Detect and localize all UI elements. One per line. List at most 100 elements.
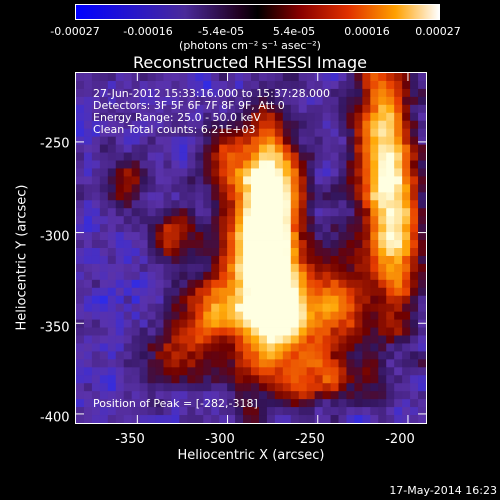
heatmap-cell xyxy=(282,255,292,265)
heatmap-cell xyxy=(362,232,371,241)
heatmap-cell xyxy=(298,152,308,161)
heatmap-cell xyxy=(346,407,355,416)
heatmap-cell xyxy=(330,80,339,90)
heatmap-cell xyxy=(219,375,228,384)
heatmap-cell xyxy=(195,240,204,249)
heatmap-cell xyxy=(298,160,308,169)
heatmap-cell xyxy=(171,319,180,328)
heatmap-cell xyxy=(298,367,308,376)
heatmap-cell xyxy=(251,263,260,273)
heatmap-cell xyxy=(76,152,85,161)
heatmap-cell xyxy=(211,160,220,169)
heatmap-cell xyxy=(386,319,395,328)
heatmap-cell xyxy=(155,136,164,145)
heatmap-cell xyxy=(362,240,371,249)
heatmap-cell xyxy=(171,407,180,416)
heatmap-cell xyxy=(274,216,284,225)
heatmap-cell xyxy=(99,96,109,106)
heatmap-cell xyxy=(298,88,308,98)
heatmap-cell xyxy=(99,73,109,82)
heatmap-cell xyxy=(290,96,300,106)
heatmap-cell xyxy=(290,112,300,122)
heatmap-cell xyxy=(195,287,204,297)
heatmap-cell xyxy=(91,343,101,352)
heatmap-cell xyxy=(115,73,125,82)
heatmap-cell xyxy=(243,319,252,328)
heatmap-cell xyxy=(394,279,403,289)
heatmap-cell xyxy=(155,73,164,82)
heatmap-cell xyxy=(410,311,419,320)
heatmap-cell xyxy=(282,303,292,313)
heatmap-cell xyxy=(195,295,204,305)
heatmap-cell xyxy=(155,216,164,225)
heatmap-cell xyxy=(115,144,125,153)
heatmap-cell xyxy=(394,319,403,328)
heatmap-cell xyxy=(362,200,371,209)
heatmap-cell xyxy=(418,88,426,98)
heatmap-cell xyxy=(314,248,323,257)
heatmap-cell xyxy=(235,359,244,368)
heatmap-cell xyxy=(314,240,323,249)
heatmap-cell xyxy=(402,160,411,169)
heatmap-cell xyxy=(243,128,252,138)
heatmap-cell xyxy=(282,375,292,384)
heatmap-cell xyxy=(370,73,379,82)
heatmap-cell xyxy=(251,200,260,209)
heatmap-cell xyxy=(394,176,403,185)
heatmap-cell xyxy=(354,88,363,98)
heatmap-cell xyxy=(362,160,371,169)
heatmap-cell xyxy=(274,136,284,145)
heatmap-cell xyxy=(362,335,371,344)
heatmap-cell xyxy=(235,224,244,233)
y-tick-label: -350 xyxy=(40,320,70,336)
heatmap-cell xyxy=(386,152,395,161)
heatmap-cell xyxy=(266,232,276,241)
heatmap-cell xyxy=(410,208,419,217)
heatmap-cell xyxy=(378,73,387,82)
heatmap-cell xyxy=(410,263,419,273)
heatmap-cell xyxy=(107,375,117,384)
heatmap-cell xyxy=(274,184,284,193)
heatmap-cell xyxy=(378,375,387,384)
heatmap-cell xyxy=(76,112,85,122)
heatmap-plot xyxy=(75,72,427,424)
heatmap-cell xyxy=(219,319,228,328)
heatmap-cell xyxy=(402,351,411,360)
heatmap-cell xyxy=(171,88,180,98)
x-axis-label: Heliocentric X (arcsec) xyxy=(177,448,325,463)
heatmap-cell xyxy=(306,375,316,384)
heatmap-cell xyxy=(139,311,148,320)
heatmap-cell xyxy=(290,327,300,336)
heatmap-cell xyxy=(211,192,220,201)
heatmap-cell xyxy=(131,407,141,416)
heatmap-cell xyxy=(147,73,156,82)
heatmap-cell xyxy=(171,224,180,233)
heatmap-cell xyxy=(378,216,387,225)
heatmap-cell xyxy=(306,160,316,169)
heatmap-cell xyxy=(187,399,196,408)
heatmap-cell xyxy=(354,407,363,416)
heatmap-cell xyxy=(91,136,101,145)
heatmap-cell xyxy=(418,224,426,233)
heatmap-cell xyxy=(123,136,133,145)
heatmap-cell xyxy=(370,216,379,225)
heatmap-cell xyxy=(314,104,323,114)
heatmap-cell xyxy=(322,160,331,169)
heatmap-cell xyxy=(378,192,387,201)
heatmap-cell xyxy=(386,367,395,376)
heatmap-cell xyxy=(115,176,125,185)
heatmap-cell xyxy=(227,240,236,249)
heatmap-cell xyxy=(76,271,85,281)
heatmap-cell xyxy=(251,152,260,161)
heatmap-cell xyxy=(266,279,276,289)
heatmap-cell xyxy=(91,120,101,130)
heatmap-cell xyxy=(251,208,260,217)
heatmap-cell xyxy=(386,415,395,423)
heatmap-cell xyxy=(139,279,148,289)
heatmap-cell xyxy=(76,383,85,392)
heatmap-cell xyxy=(258,383,268,392)
heatmap-cell xyxy=(187,88,196,98)
heatmap-cell xyxy=(370,407,379,416)
heatmap-cell xyxy=(362,303,371,313)
heatmap-cell xyxy=(298,216,308,225)
